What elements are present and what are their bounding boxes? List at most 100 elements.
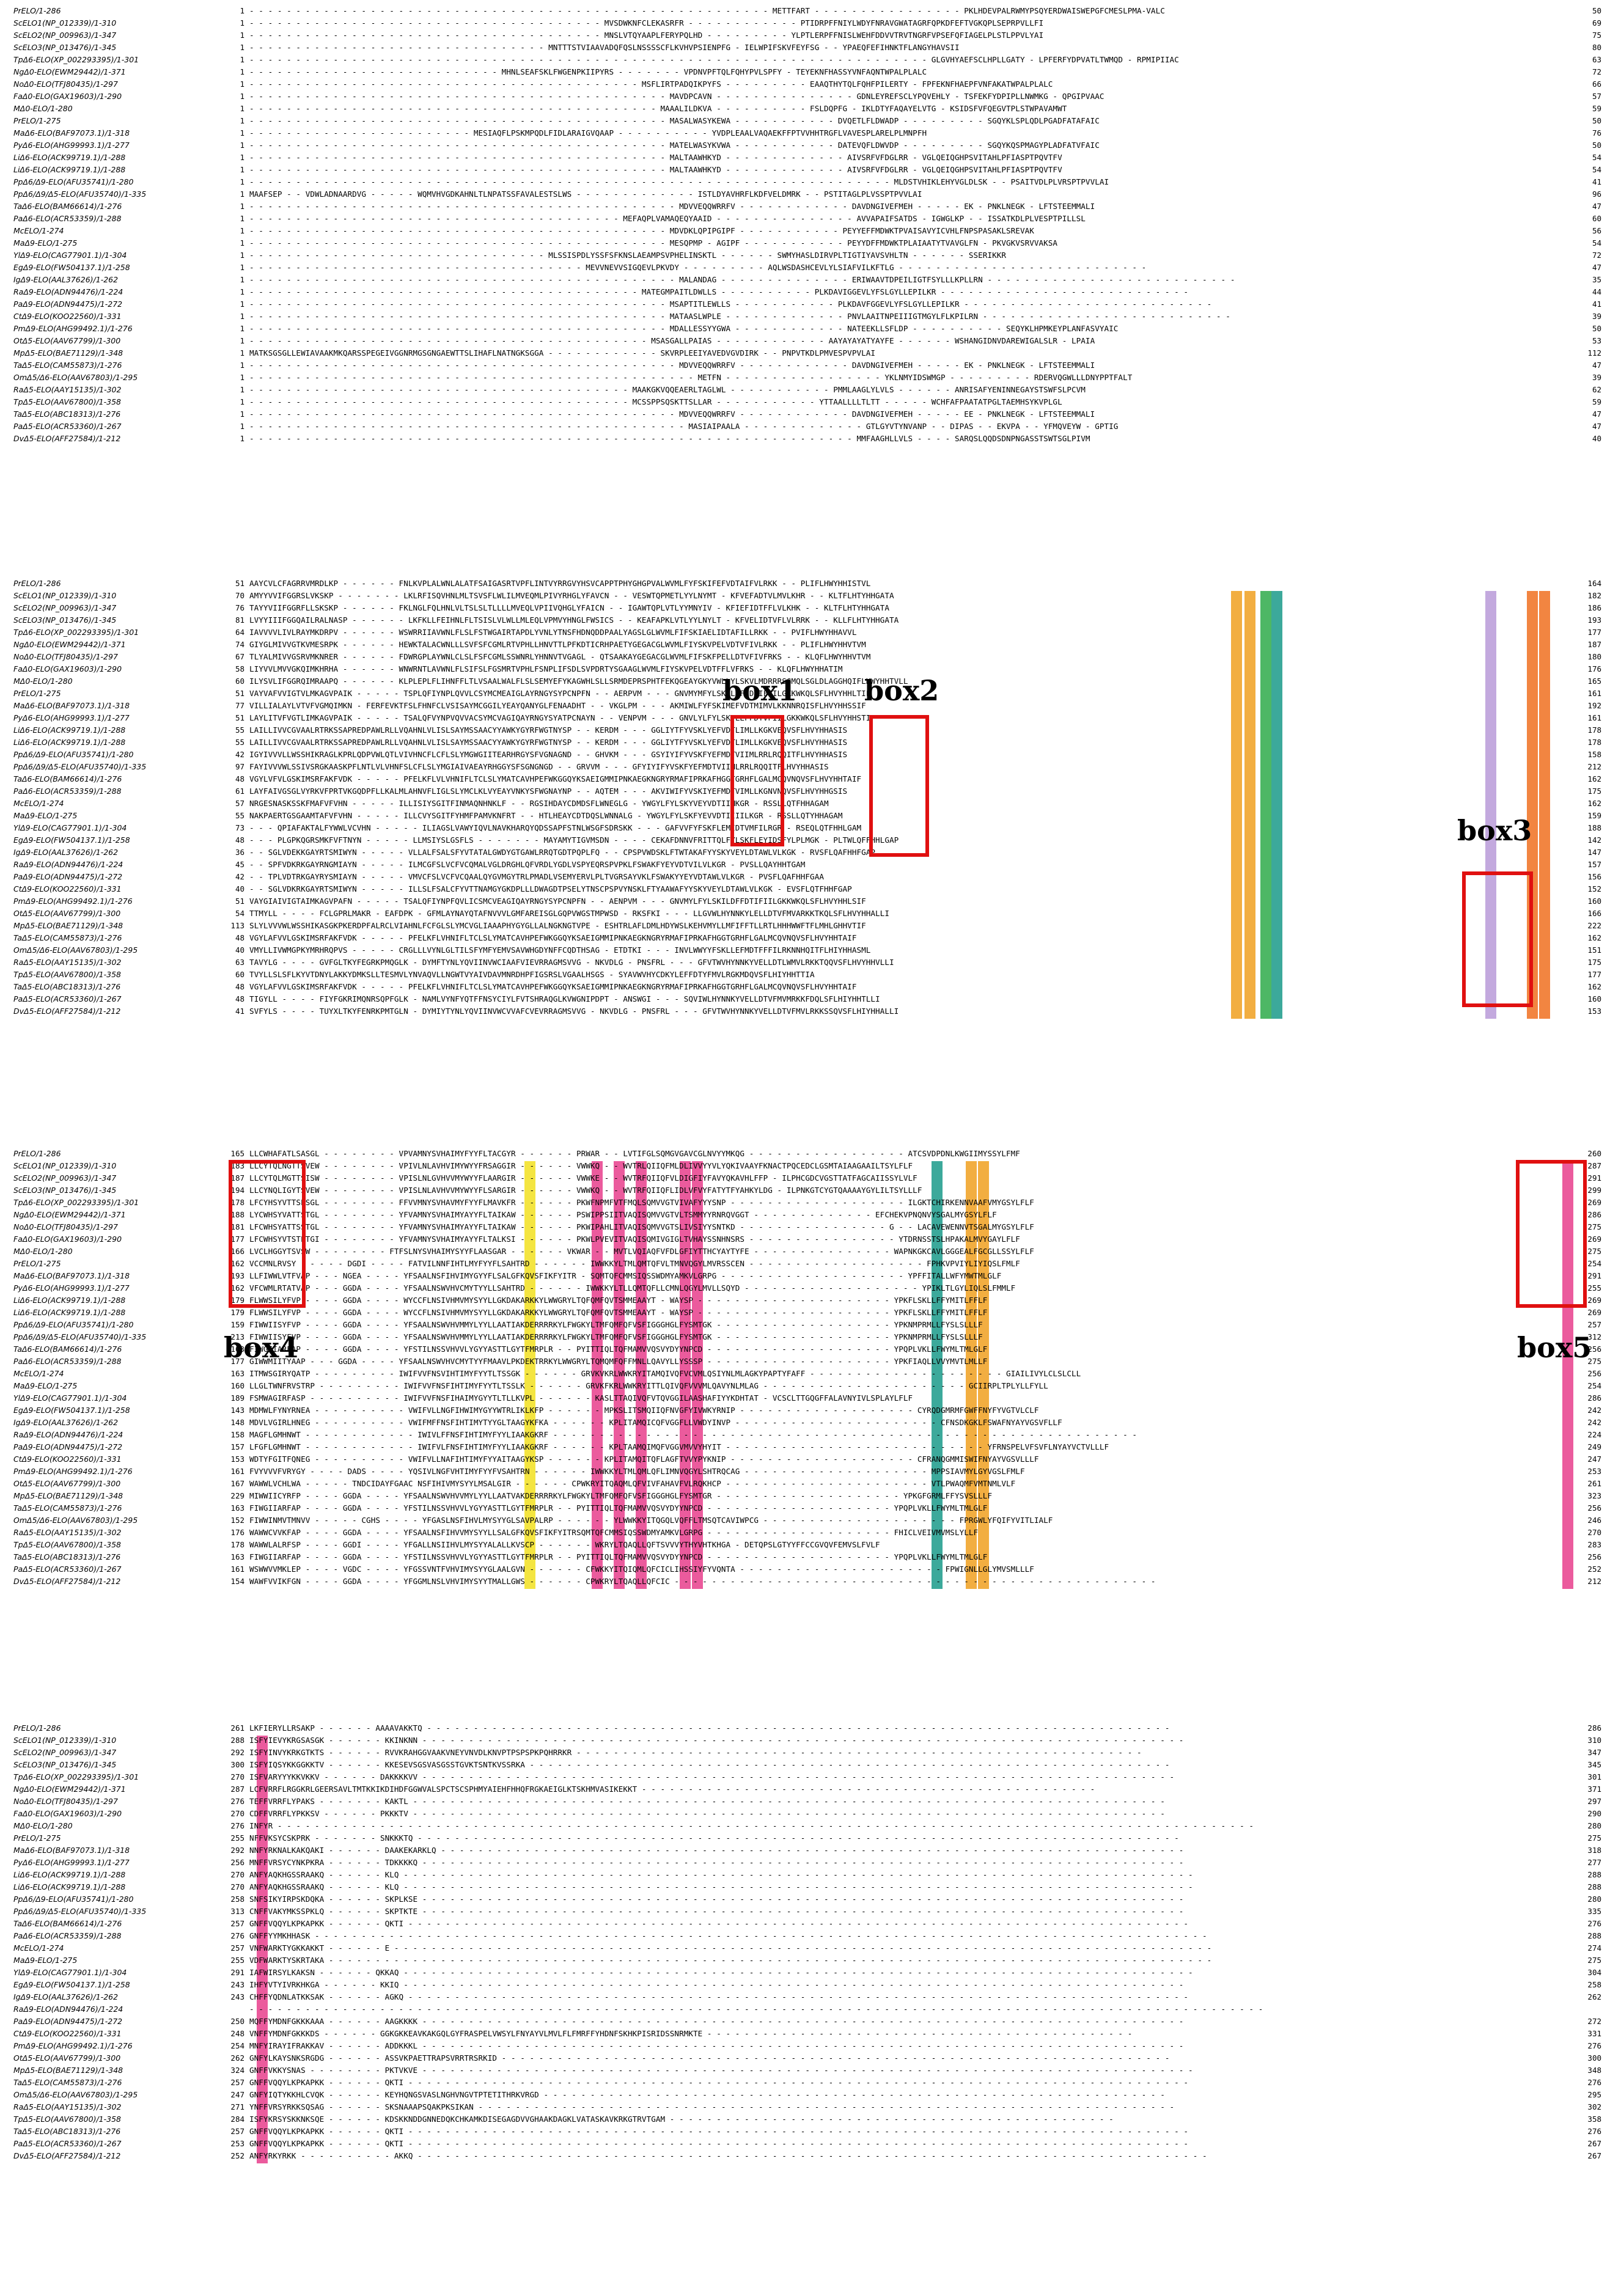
- end-position: 54: [1592, 153, 1601, 162]
- end-position: 304: [1587, 1968, 1601, 1977]
- sequence-residues: - - - - - - - - - - - - - - - - - - - - …: [249, 312, 1230, 321]
- alignment-row: RaΔ5-ELO(AAY15135)/1-302 271 YNFFVRSYRKKSQ…: [0, 2101, 1621, 2113]
- sequence-residues: CDFFVRRFLYPKKSV - - - - - - PKKKTV - - -…: [249, 1809, 1165, 1818]
- sequence-residues: - - - - - - - - - - - - - - - - - - - - …: [249, 361, 1095, 370]
- start-position: 51: [235, 689, 244, 698]
- sequence-name: PyΔ6-ELO(AHG99993.1)/1-277: [13, 1283, 130, 1293]
- sequence-residues: - - - - - - - - - - - - - - - - - - - - …: [249, 263, 1147, 272]
- end-position: 162: [1587, 799, 1601, 808]
- conserved-column-highlight: [524, 1161, 535, 1589]
- start-position: 70: [235, 591, 244, 600]
- end-position: 258: [1587, 1980, 1601, 1989]
- end-position: 157: [1587, 860, 1601, 869]
- sequence-name: PrELO/1-275: [13, 689, 61, 698]
- end-position: 182: [1587, 591, 1601, 600]
- start-position: 229: [230, 1491, 244, 1500]
- sequence-name: ScELO1(NP_012339)/1-310: [13, 1736, 117, 1745]
- sequence-name: RaΔ5-ELO(AAY15135)/1-302: [13, 385, 122, 394]
- sequence-name: TaΔ6-ELO(BAM66614)/1-276: [13, 1919, 122, 1928]
- end-position: 72: [1592, 67, 1601, 76]
- start-position: 276: [230, 1931, 244, 1940]
- sequence-residues: - - - - - - - - - - - - - - - - - - - - …: [249, 287, 1189, 296]
- alignment-row: LiΔ6-ELO(ACK99719.1)/1-288 270 ANFYAQKHGSS…: [0, 1869, 1621, 1881]
- sequence-name: McELO/1-274: [13, 226, 64, 235]
- start-position: 166: [230, 1247, 244, 1256]
- sequence-name: FaΔ0-ELO(GAX19603)/1-290: [13, 664, 122, 673]
- sequence-residues: - - SGLVDEKKGAYRTSMIWYN - - - - - VLLALF…: [249, 848, 876, 857]
- sequence-name: CtΔ9-ELO(KOO22560)/1-331: [13, 1454, 122, 1464]
- start-position: 247: [230, 2090, 244, 2099]
- sequence-residues: - - - - - - - - - - - - - - - - - - - - …: [249, 2004, 1263, 2014]
- sequence-residues: FLWWSILYFVP - - - - GGDA - - - - WYCCFLN…: [249, 1308, 988, 1317]
- start-position: 77: [235, 701, 244, 710]
- alignment-row: CtΔ9-ELO(KOO22560)/1-331 248 VNFFYMDNFGKKK…: [0, 2028, 1621, 2040]
- alignment-row: IgΔ9-ELO(AAL37626)/1-262 148 MDVLVGIRLHNEG…: [0, 1417, 1621, 1429]
- start-position: 55: [235, 811, 244, 820]
- sequence-residues: ISFYIQSYKKGGKKTV - - - - - - KKESEVSGSVA…: [249, 1760, 1170, 1769]
- sequence-name: MΔ0-ELO/1-280: [13, 1821, 73, 1830]
- sequence-residues: - - - - - - - - - - - - - - - - - - - - …: [249, 6, 1165, 15]
- sequence-name: MaΔ9-ELO/1-275: [13, 811, 78, 820]
- sequence-residues: TAVYLG - - - - GVFGLTKYFEGRKPMQGLK - DYM…: [249, 958, 894, 967]
- sequence-residues: VAYGIAIVIGTAIMKAGVPAFN - - - - - TSALQFI…: [249, 897, 866, 906]
- alignment-row: NgΔ0-ELO(EWM29442)/1-371 74 GIYGLMIVVGTKVM…: [0, 639, 1621, 651]
- sequence-name: CtΔ9-ELO(KOO22560)/1-331: [13, 884, 122, 893]
- end-position: 112: [1587, 348, 1601, 358]
- start-position: 276: [230, 1797, 244, 1806]
- alignment-row: PrELO/1-286 1 - - - - - - - - - - - - - - …: [0, 5, 1621, 17]
- start-position: 40: [235, 945, 244, 955]
- start-position: 253: [230, 2139, 244, 2148]
- sequence-residues: - - - - - - - - - - - - - - - - - - - - …: [249, 275, 1235, 284]
- alignment-row: PrELO/1-275 162 VCCMNLRVSY - - - - - DGDI …: [0, 1258, 1621, 1270]
- end-position: 261: [1587, 1479, 1601, 1488]
- sequence-name: NoΔ0-ELO(TFJ80435)/1-297: [13, 1797, 118, 1806]
- sequence-residues: GNFYLKAYSNKSRGDG - - - - - - ASSVKPAETTR…: [249, 2053, 1170, 2063]
- alignment-row: NgΔ0-ELO(EWM29442)/1-371 1 - - - - - - - -…: [0, 66, 1621, 78]
- sequence-residues: NRGESNASKSSKFMAFVFVHN - - - - - ILLISIYS…: [249, 799, 829, 808]
- sequence-residues: AMYYVVIFGGRSLVKSKP - - - - - - - LKLRFIS…: [249, 591, 894, 600]
- alignment-row: TaΔ5-ELO(ABC18313)/1-276 257 GNFFVQQYLKPKA…: [0, 2125, 1621, 2138]
- end-position: 286: [1587, 1393, 1601, 1403]
- alignment-row: PrELO/1-286 165 LLCWHAFATLSASGL - - - - - …: [0, 1148, 1621, 1160]
- start-position: 181: [230, 1222, 244, 1231]
- sequence-name: LiΔ6-ELO(ACK99719.1)/1-288: [13, 1870, 126, 1879]
- alignment-row: ScELO3(NP_013476)/1-345 300 ISFYIQSYKKGGKK…: [0, 1759, 1621, 1771]
- start-position: 1: [240, 116, 244, 125]
- end-position: 262: [1587, 1992, 1601, 2001]
- alignment-row: EgΔ9-ELO(FW504137.1)/1-258 243 IHFYVTYIVRK…: [0, 1979, 1621, 1991]
- start-position: 152: [230, 1516, 244, 1525]
- start-position: 1: [240, 79, 244, 89]
- sequence-residues: ISFYIEVYKRGSASGK - - - - - - KKINKNN - -…: [249, 1736, 1184, 1745]
- conserved-column-highlight: [692, 1161, 703, 1589]
- conserved-column-highlight: [966, 1161, 977, 1589]
- end-position: 50: [1592, 116, 1601, 125]
- start-position: 287: [230, 1784, 244, 1794]
- alignment-row: EgΔ9-ELO(FW504137.1)/1-258 48 - - - PLGPKQ…: [0, 834, 1621, 846]
- sequence-residues: LVYYIIIFGGQAILRALNASP - - - - - - LKFKLL…: [249, 615, 899, 625]
- start-position: 284: [230, 2114, 244, 2124]
- end-position: 302: [1587, 2102, 1601, 2111]
- sequence-name: MΔ0-ELO/1-280: [13, 1247, 73, 1256]
- end-position: 272: [1587, 2017, 1601, 2026]
- alignment-row: FaΔ0-ELO(GAX19603)/1-290 58 LIYVVLMVVGKQIM…: [0, 663, 1621, 675]
- alignment-row: LiΔ6-ELO(ACK99719.1)/1-288 179 FLWWSILYFVP…: [0, 1307, 1621, 1319]
- end-position: 80: [1592, 43, 1601, 52]
- sequence-name: ScELO2(NP_009963)/1-347: [13, 1173, 117, 1183]
- start-position: 1: [240, 104, 244, 113]
- start-position: 270: [230, 1882, 244, 1891]
- alignment-row: ScELO1(NP_012339)/1-310 183 LLCYTQLNGTTSVE…: [0, 1160, 1621, 1172]
- sequence-residues: MDMWLFYNYRNEA - - - - - - - - - - VWIFVL…: [249, 1406, 1039, 1415]
- sequence-name: PpΔ6/Δ9-ELO(AFU35741)/1-280: [13, 177, 134, 186]
- sequence-name: LiΔ6-ELO(ACK99719.1)/1-288: [13, 1296, 126, 1305]
- sequence-name: DvΔ5-ELO(AFF27584)/1-212: [13, 434, 121, 443]
- alignment-row: IgΔ9-ELO(AAL37626)/1-262 243 CHFFYQDNLATKK…: [0, 1991, 1621, 2003]
- alignment-row: ScELO2(NP_009963)/1-347 76 TAYYVIIFGGRFLLS…: [0, 602, 1621, 614]
- start-position: 257: [230, 1919, 244, 1928]
- sequence-residues: WDTYFGITFQNEG - - - - - - - - - - VWIFVL…: [249, 1454, 1039, 1464]
- sequence-residues: VGYLAFVVLGSKIMSRFAKFVDK - - - - - PFELKF…: [249, 982, 857, 991]
- alignment-row: RaΔ9-ELO(ADN94476)/1-224 45 - - SPFVDKRKGA…: [0, 859, 1621, 871]
- end-position: 291: [1587, 1173, 1601, 1183]
- alignment-row: PyΔ6-ELO(AHG99993.1)/1-277 256 MNFFVRSYCYN…: [0, 1857, 1621, 1869]
- alignment-row: PaΔ9-ELO(ADN94475)/1-272 42 - - TPLVDTRKGA…: [0, 871, 1621, 883]
